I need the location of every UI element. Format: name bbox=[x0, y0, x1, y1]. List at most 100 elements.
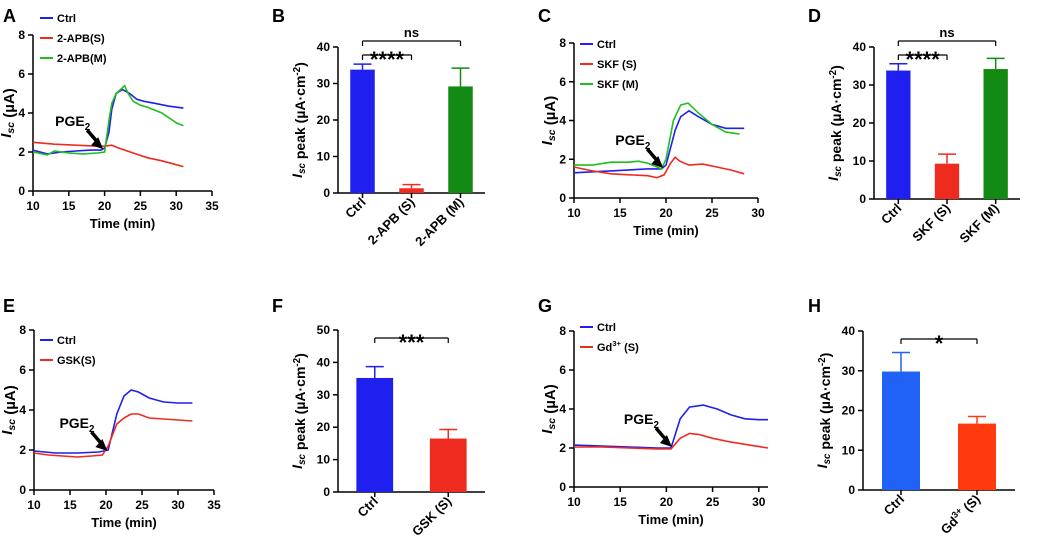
sig-label: **** bbox=[906, 47, 941, 72]
y-tick-label: 8 bbox=[19, 323, 26, 337]
panel-label: G bbox=[538, 296, 552, 316]
annotation-label: PGE2 bbox=[55, 113, 91, 133]
y-tick-label: 30 bbox=[853, 78, 867, 92]
y-tick-label: 40 bbox=[853, 40, 867, 54]
annotation-arrow-head bbox=[659, 435, 672, 448]
y-tick-label: 40 bbox=[317, 40, 331, 54]
x-tick-label: 20 bbox=[98, 199, 112, 213]
legend-label: 2-APB(M) bbox=[57, 53, 107, 65]
series-line bbox=[33, 389, 193, 454]
sig-label: *** bbox=[399, 330, 425, 355]
y-tick-label: 10 bbox=[853, 154, 867, 168]
panel-e: E 0 2 4 6 8 10 15 20 25 30 35 Time (min) Isc (µA) Ctrl… bbox=[0, 296, 221, 530]
y-axis-label: Isc (µA) bbox=[539, 96, 559, 146]
y-tick-label: 4 bbox=[559, 114, 566, 128]
y-tick-label: 10 bbox=[842, 443, 856, 457]
x-tick-label: 25 bbox=[706, 495, 720, 509]
y-tick-label: 2 bbox=[19, 443, 26, 457]
bar bbox=[934, 163, 960, 199]
y-axis-label: Isc peak (µA·cm-2) bbox=[814, 353, 833, 469]
y-tick-label: 6 bbox=[18, 67, 25, 81]
x-tick-label: Ctrl bbox=[878, 201, 904, 227]
x-tick-label: 30 bbox=[171, 498, 185, 512]
series-line bbox=[573, 156, 745, 179]
x-tick-label: 15 bbox=[613, 206, 627, 220]
y-tick-label: 20 bbox=[317, 113, 331, 127]
x-tick-label: 2-APB (S) bbox=[365, 195, 418, 248]
annotation-label: PGE2 bbox=[615, 132, 651, 152]
panel-c: C 0 2 4 6 8 10 15 20 25 30 Time (min) Isc (µA) Ctrl SK… bbox=[538, 6, 765, 238]
y-tick-label: 30 bbox=[317, 388, 331, 402]
y-tick-label: 20 bbox=[853, 116, 867, 130]
legend-label: SKF (M) bbox=[597, 79, 639, 91]
panel-label: C bbox=[538, 6, 551, 26]
y-tick-label: 40 bbox=[842, 324, 856, 338]
series-line bbox=[573, 404, 768, 449]
y-tick-label: 8 bbox=[559, 36, 566, 50]
legend-label: SKF (S) bbox=[597, 59, 637, 71]
y-tick-label: 0 bbox=[559, 191, 566, 205]
sig-label: * bbox=[935, 331, 944, 356]
y-tick-label: 4 bbox=[19, 403, 26, 417]
panel-h: H 0 10 20 30 40 Isc peak (µA·cm-2) Ctrl Gd3+ (S)… bbox=[808, 296, 1015, 537]
x-tick-label: Ctrl bbox=[354, 494, 380, 520]
y-tick-label: 40 bbox=[317, 355, 331, 369]
x-tick-label: 15 bbox=[63, 498, 77, 512]
x-tick-label: 20 bbox=[659, 206, 673, 220]
sig-label: ns bbox=[939, 25, 954, 40]
y-tick-label: 0 bbox=[859, 192, 866, 206]
y-tick-label: 10 bbox=[317, 150, 331, 164]
y-tick-label: 0 bbox=[323, 485, 330, 499]
x-tick-label: GSK (S) bbox=[409, 494, 454, 539]
x-axis-label: Time (min) bbox=[638, 512, 704, 527]
y-tick-label: 0 bbox=[323, 186, 330, 200]
x-tick-label: 10 bbox=[26, 199, 40, 213]
panel-g: G 0 2 4 6 8 10 15 20 25 30 Time (min) Isc (µA) Ctrl Gd… bbox=[538, 296, 769, 527]
x-tick-label: Gd3+ (S) bbox=[937, 491, 983, 537]
series-line bbox=[574, 432, 769, 450]
bar bbox=[350, 69, 375, 193]
y-axis-label: Isc peak (µA·cm-2) bbox=[289, 353, 308, 469]
y-tick-label: 20 bbox=[842, 404, 856, 418]
y-axis-label: Isc (µA) bbox=[539, 384, 559, 434]
legend-label: Ctrl bbox=[597, 322, 616, 334]
x-tick-label: 20 bbox=[99, 498, 113, 512]
bar bbox=[983, 69, 1008, 199]
sig-label: ns bbox=[404, 25, 419, 40]
annotation-arrow-head bbox=[95, 439, 108, 451]
bar bbox=[882, 371, 920, 490]
x-tick-label: 15 bbox=[614, 495, 628, 509]
x-tick-label: 35 bbox=[205, 199, 219, 213]
y-tick-label: 2 bbox=[559, 152, 566, 166]
x-tick-label: 10 bbox=[27, 498, 41, 512]
x-tick-label: SKF (S) bbox=[909, 201, 953, 245]
bar bbox=[886, 70, 911, 199]
y-axis-label: Isc (µA) bbox=[0, 88, 18, 138]
x-tick-label: Ctrl bbox=[881, 492, 907, 518]
x-tick-label: 25 bbox=[134, 199, 148, 213]
annotation-arrow-head bbox=[91, 137, 104, 150]
y-tick-label: 20 bbox=[317, 420, 331, 434]
y-tick-label: 10 bbox=[317, 453, 331, 467]
y-tick-label: 6 bbox=[19, 363, 26, 377]
y-axis-label: Isc peak (µA·cm-2) bbox=[289, 62, 308, 178]
y-axis-label: Isc (µA) bbox=[0, 385, 19, 435]
legend-label: Ctrl bbox=[57, 335, 76, 347]
series-line bbox=[32, 88, 184, 155]
legend-label: 2-APB(S) bbox=[57, 33, 105, 45]
x-tick-label: SKF (M) bbox=[956, 201, 1001, 246]
bar bbox=[958, 423, 996, 490]
y-tick-label: 6 bbox=[559, 75, 566, 89]
panel-a: A 0 2 4 6 8 10 15 20 25 30 35 Time (min) Isc (µA) Ctrl… bbox=[0, 6, 219, 231]
y-tick-label: 2 bbox=[559, 441, 566, 455]
x-tick-label: 20 bbox=[660, 495, 674, 509]
panel-label: H bbox=[808, 296, 821, 316]
x-tick-label: 25 bbox=[705, 206, 719, 220]
x-tick-label: 15 bbox=[62, 199, 76, 213]
annotation-arrow-head bbox=[651, 155, 664, 168]
sig-label: **** bbox=[370, 47, 405, 72]
y-tick-label: 0 bbox=[18, 184, 25, 198]
bar bbox=[448, 86, 473, 193]
series-line bbox=[574, 102, 740, 170]
